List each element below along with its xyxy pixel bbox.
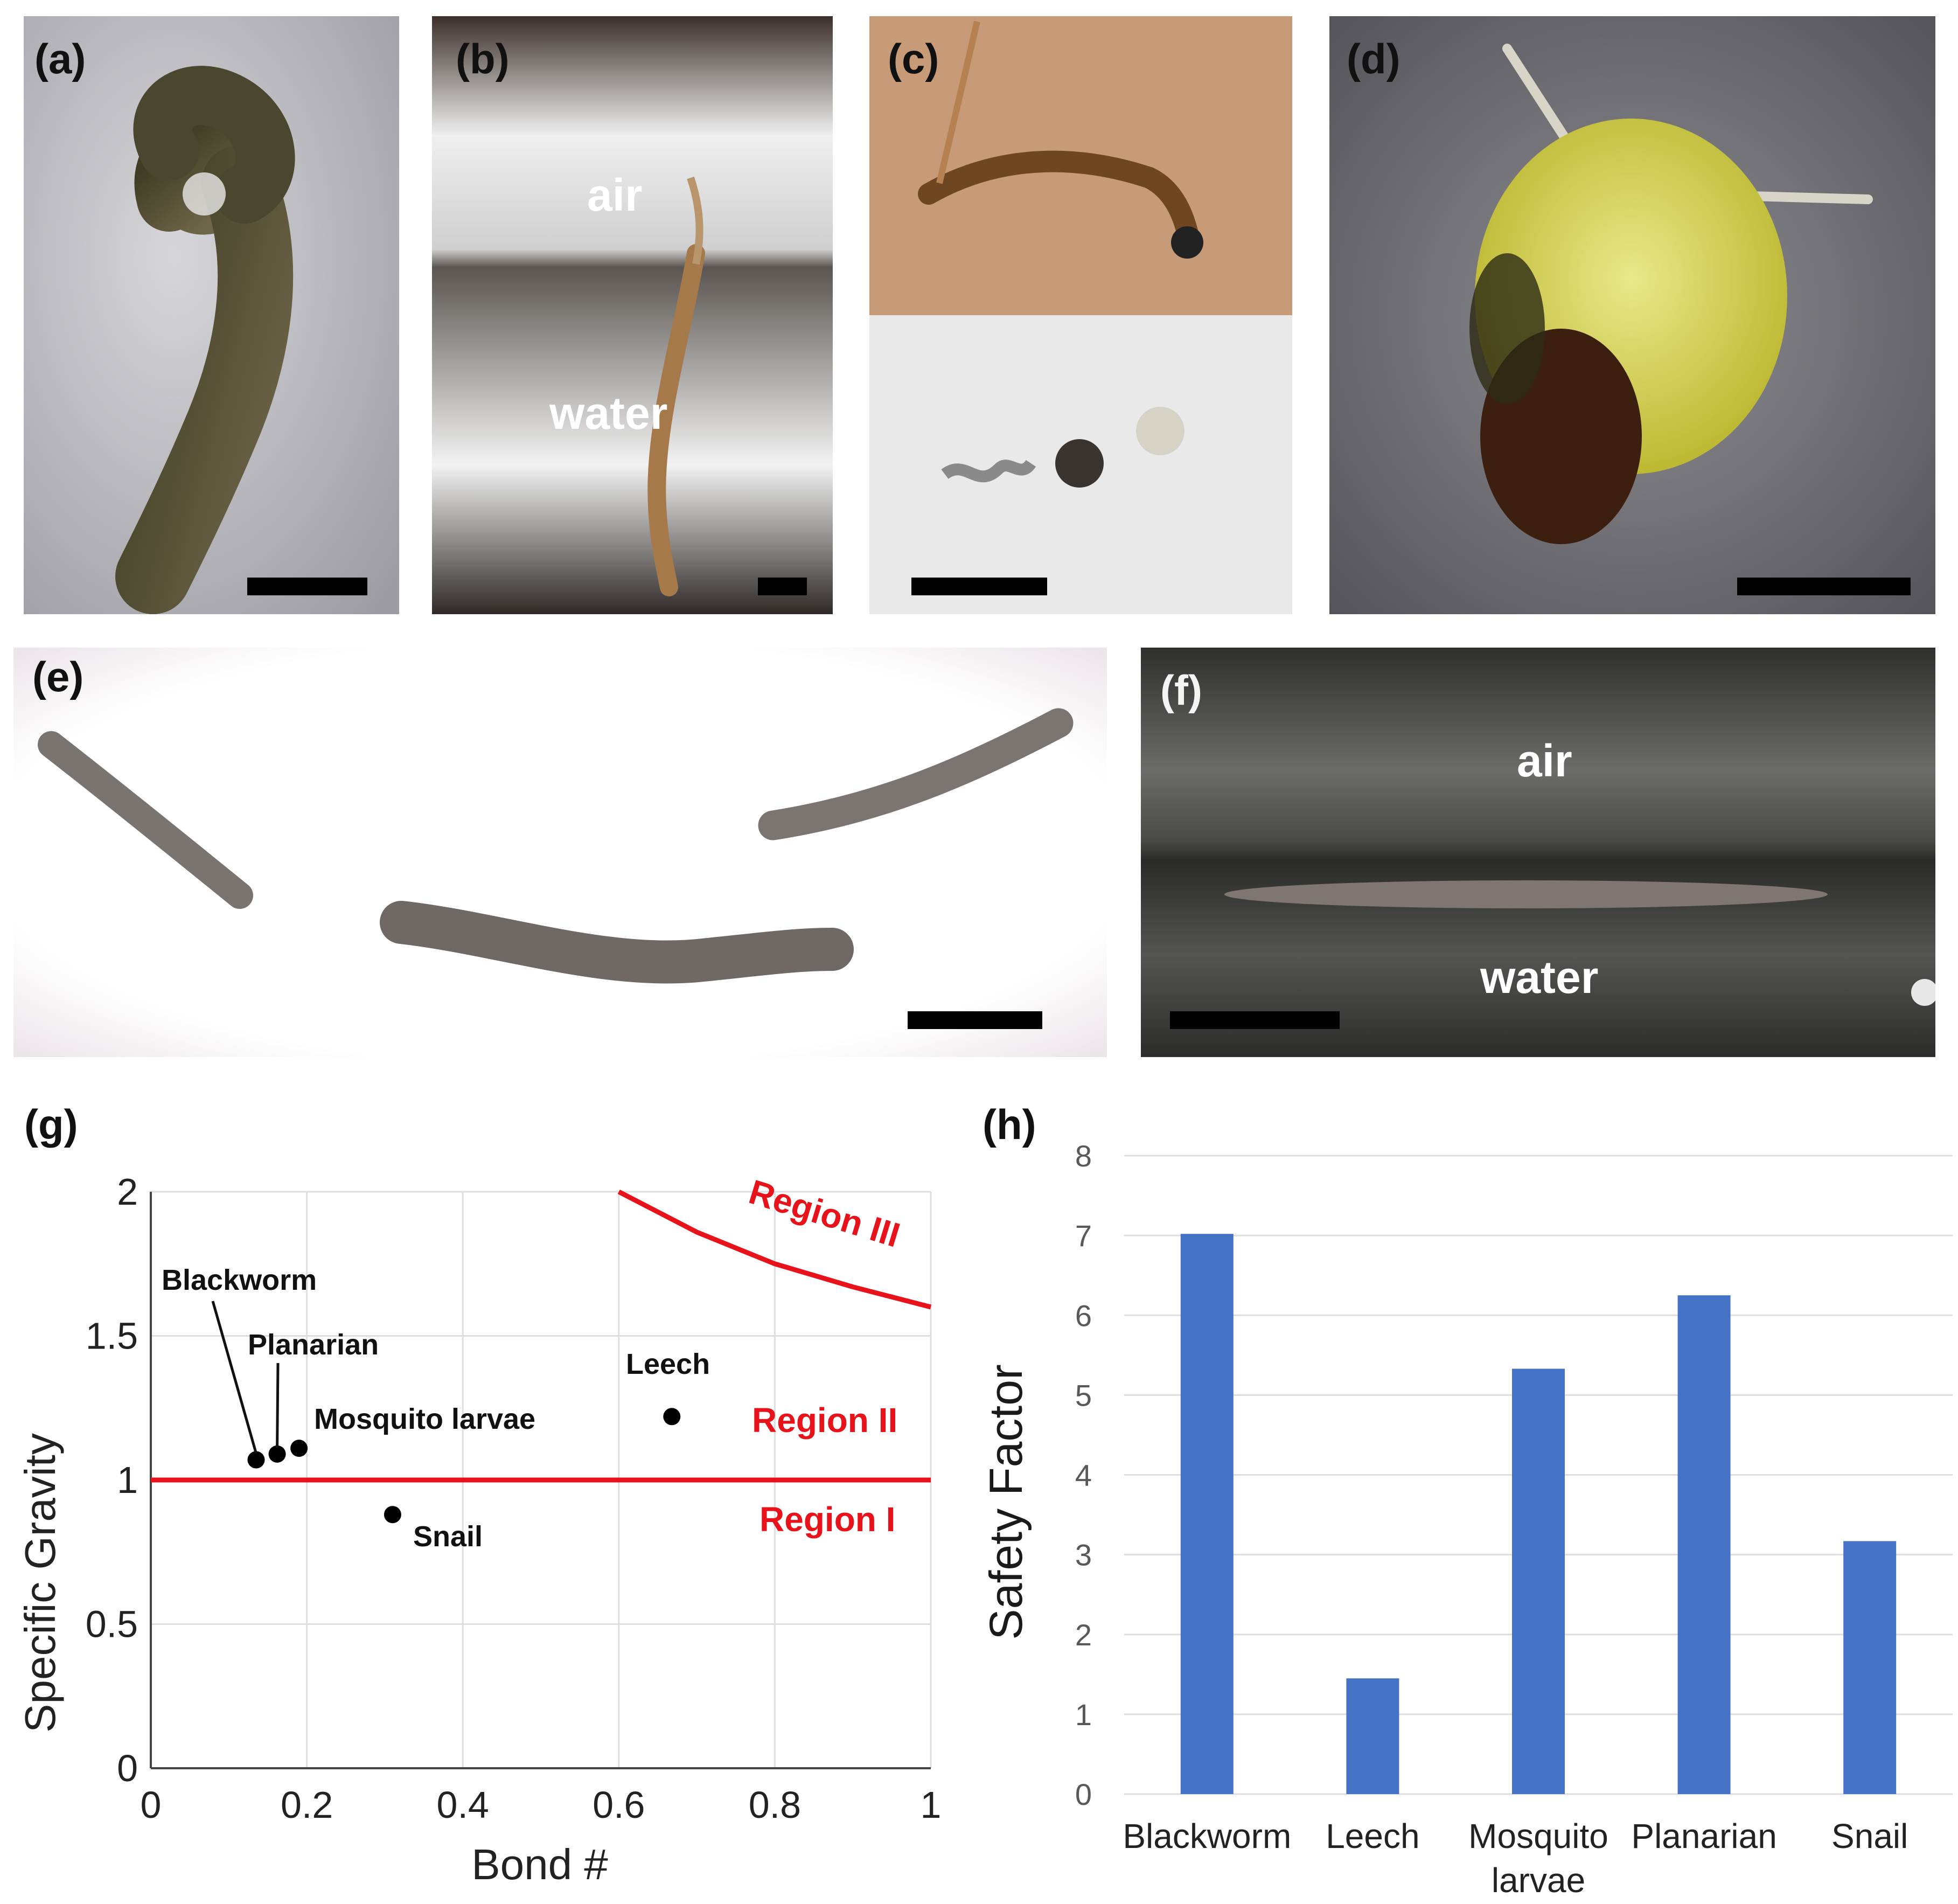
- category-label-h: Blackworm: [1123, 1817, 1291, 1856]
- water-label-b: water: [549, 388, 668, 439]
- panel-f-photo: (f) air water: [1141, 648, 1935, 1057]
- category-label-h: Snail: [1831, 1817, 1908, 1856]
- category-label-h: Planarian: [1631, 1817, 1776, 1856]
- leader-line-g: [276, 1363, 280, 1448]
- scale-bar-e: [908, 1011, 1042, 1029]
- category-label-h: larvae: [1492, 1861, 1585, 1900]
- panel-c-photo: (c): [869, 16, 1292, 614]
- x-axis-title-g: Bond #: [471, 1840, 608, 1888]
- panel-label-e: (e): [32, 653, 84, 700]
- planarian-interface-image: [1141, 648, 1935, 1057]
- bar-mosquito-larvae: [1512, 1368, 1565, 1794]
- panel-a-photo: (a): [24, 16, 399, 614]
- boundary-line-g: [617, 1190, 932, 1310]
- y-axis-title-h: Safety Factor: [988, 1364, 1032, 1639]
- region-i-label: Region I: [759, 1500, 895, 1539]
- y-tick-label-h: 4: [1075, 1458, 1092, 1492]
- snail-image: [1329, 16, 1935, 614]
- panel-label-a: (a): [34, 35, 86, 82]
- region-iii-label: Region III: [744, 1172, 904, 1255]
- scale-bar-f: [1170, 1011, 1340, 1029]
- y-tick-label-h: 5: [1075, 1378, 1092, 1412]
- bar-leech: [1346, 1678, 1399, 1794]
- point-label-g: Snail: [413, 1520, 483, 1553]
- leader-line-g: [211, 1301, 257, 1454]
- y-tick-label-g: 0.5: [86, 1603, 138, 1645]
- point-label-g: Mosquito larvae: [314, 1403, 535, 1435]
- x-tick-label-g: 1: [921, 1784, 942, 1826]
- y-tick-label-h: 3: [1075, 1538, 1092, 1572]
- category-label-h: Mosquito: [1468, 1817, 1608, 1856]
- scale-bar-a: [247, 578, 367, 595]
- air-label-f: air: [1517, 735, 1572, 786]
- bar-blackworm: [1180, 1234, 1234, 1794]
- water-label-f: water: [1480, 952, 1599, 1003]
- panel-b-photo: (b) air water: [432, 16, 833, 614]
- category-label-h: Leech: [1326, 1817, 1419, 1856]
- y-tick-label-h: 1: [1075, 1698, 1092, 1732]
- mosquito-larvae-image: [869, 16, 1292, 614]
- x-tick-label-g: 0.2: [281, 1784, 333, 1826]
- point-label-g: Blackworm: [162, 1264, 317, 1296]
- leech-image: [432, 16, 833, 614]
- panel-d-photo: (d): [1329, 16, 1935, 614]
- point-label-g: Planarian: [248, 1329, 379, 1361]
- air-label-b: air: [587, 170, 643, 220]
- panel-label-b: (b): [456, 35, 510, 82]
- bar-snail: [1843, 1541, 1897, 1794]
- point-label-g: Leech: [626, 1348, 710, 1380]
- y-tick-label-h: 7: [1075, 1219, 1092, 1253]
- x-tick-label-g: 0.8: [749, 1784, 801, 1826]
- x-tick-label-g: 0.4: [437, 1784, 489, 1826]
- y-tick-label-g: 0: [117, 1747, 138, 1789]
- y-axis-title-g: Specific Gravity: [16, 1433, 64, 1733]
- data-point-g: [247, 1451, 265, 1469]
- data-point-g: [290, 1440, 308, 1457]
- scale-bar-b: [758, 578, 807, 595]
- y-tick-label-h: 0: [1075, 1777, 1092, 1811]
- x-tick-label-g: 0: [141, 1784, 162, 1826]
- panel-label-g: (g): [24, 1101, 78, 1148]
- data-point-g: [268, 1445, 286, 1463]
- specific-gravity-scatter-chart: 0 0.2 0.4 0.6 0.8 1 0 0.5 1 1.5 2 Blackworm Planari…: [16, 1171, 942, 1888]
- y-tick-label-g: 1.5: [86, 1315, 138, 1357]
- panel-label-d: (d): [1347, 35, 1400, 82]
- panel-label-h: (h): [983, 1101, 1036, 1148]
- y-tick-label-h: 2: [1075, 1618, 1092, 1652]
- x-tick-label-g: 0.6: [593, 1784, 645, 1826]
- safety-factor-bar-chart: 0 1 2 3 4 5 6 7 8 Blackworm Leech Mosquito larvae Pl…: [988, 1139, 1953, 1900]
- y-tick-label-g: 1: [117, 1459, 138, 1501]
- data-point-g: [384, 1506, 401, 1524]
- bar-planarian: [1677, 1295, 1731, 1794]
- data-point-g: [663, 1408, 681, 1426]
- panel-label-f: (f): [1160, 666, 1202, 714]
- scale-bar-d: [1737, 578, 1911, 595]
- y-tick-label-h: 6: [1075, 1298, 1092, 1332]
- planarian-image: [13, 648, 1107, 1057]
- y-tick-label-g: 2: [117, 1171, 138, 1213]
- panel-e-photo: (e): [13, 648, 1107, 1057]
- region-ii-label: Region II: [752, 1401, 897, 1440]
- y-tick-label-h: 8: [1075, 1139, 1092, 1173]
- blackworm-image: [24, 16, 399, 614]
- panel-label-c: (c): [888, 35, 939, 82]
- scale-bar-c: [911, 578, 1047, 595]
